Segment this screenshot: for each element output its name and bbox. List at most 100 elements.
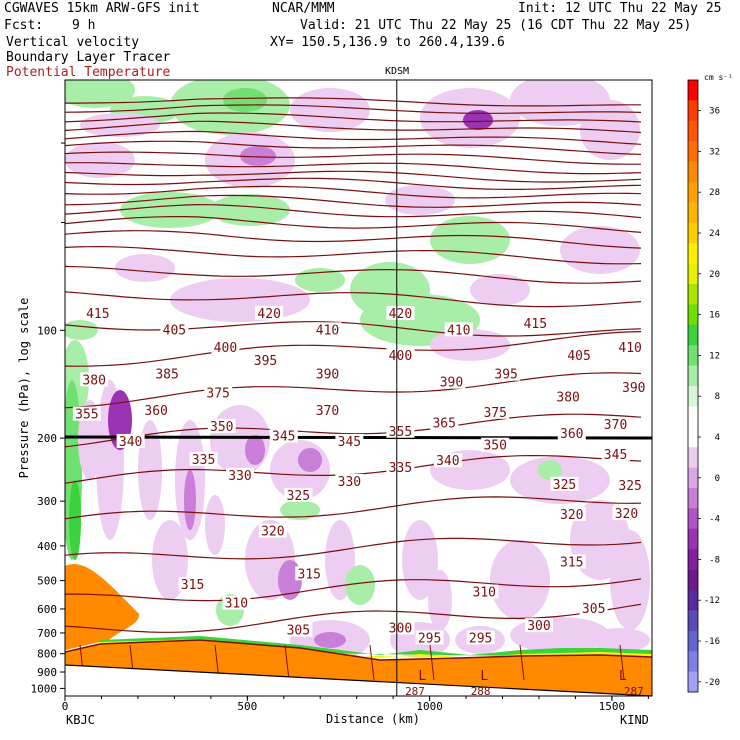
theta-contour — [65, 265, 642, 284]
colorbar-label: -12 — [704, 596, 720, 606]
theta-label-bg — [466, 630, 495, 645]
theta-label-bg — [335, 433, 364, 448]
plot-frame — [64, 79, 653, 697]
theta-label-bg — [269, 428, 298, 443]
y-tick-label: 400 — [37, 540, 57, 553]
terrain-outline — [65, 639, 652, 661]
theta-label: 350 — [210, 420, 233, 435]
surface-theta-label: 288 — [471, 685, 491, 698]
theta-label: 375 — [483, 406, 506, 421]
velocity-cell — [240, 146, 276, 166]
theta-label-bg — [386, 423, 415, 438]
theta-label-bg — [521, 315, 550, 330]
terrain-segment — [284, 644, 290, 681]
theta-label-bg — [579, 600, 608, 615]
velocity-cell — [385, 185, 455, 215]
tracer-plume-core — [65, 589, 126, 650]
theta-label: 315 — [560, 555, 583, 570]
colorbar-label: 36 — [709, 107, 720, 117]
velocity-cell — [205, 495, 225, 555]
colorbar-swatch — [688, 426, 698, 448]
colorbar-label: 32 — [709, 147, 720, 157]
velocity-cell — [245, 435, 265, 465]
theta-label-bg — [83, 305, 112, 320]
theta-label-bg — [437, 374, 466, 389]
theta-label: 320 — [261, 525, 284, 540]
colorbar-swatch — [688, 528, 698, 550]
theta-contour — [65, 177, 642, 190]
theta-contour — [65, 331, 642, 367]
theta-contour — [65, 321, 642, 337]
colorbar-label: 20 — [709, 270, 720, 280]
theta-contour — [65, 112, 642, 123]
theta-contour — [65, 104, 642, 114]
theta-label-bg — [433, 453, 462, 468]
theta-label: 415 — [524, 317, 547, 332]
theta-label-bg — [153, 366, 182, 381]
theta-label-bg — [612, 506, 641, 521]
theta-label: 315 — [181, 578, 204, 593]
theta-label: 335 — [192, 453, 215, 468]
theta-label: 310 — [225, 597, 248, 612]
theta-label-bg — [211, 339, 240, 354]
theta-label-bg — [481, 404, 510, 419]
theta-contour — [65, 203, 642, 219]
theta-label-bg — [557, 426, 586, 441]
theta-label-bg — [284, 622, 313, 637]
velocity-cell — [345, 565, 375, 605]
theta-label: 380 — [556, 390, 579, 405]
theta-contour — [65, 245, 642, 265]
theta-label: 390 — [440, 376, 463, 391]
velocity-cell — [314, 632, 346, 648]
velocity-cell — [590, 628, 650, 652]
colorbar-swatch — [688, 549, 698, 570]
theta-label: 395 — [254, 354, 277, 369]
theta-label: 390 — [316, 368, 339, 383]
theta-label-bg — [313, 366, 342, 381]
surface-theta-label: 287 — [405, 685, 425, 698]
colorbar-label: -16 — [704, 637, 720, 647]
theta-label-bg — [116, 433, 145, 448]
theta-label: 390 — [622, 381, 645, 396]
colorbar-swatch — [688, 324, 698, 346]
velocity-cell — [65, 142, 135, 178]
velocity-cell — [428, 570, 452, 630]
theta-label-bg — [601, 417, 630, 432]
theta-label: 380 — [82, 373, 105, 388]
theta-label-bg — [550, 476, 579, 491]
colorbar-swatch — [688, 406, 698, 428]
y-tick-label: 700 — [37, 627, 57, 640]
theta-label: 305 — [287, 624, 310, 639]
theta-contour — [65, 170, 642, 183]
theta-contour — [65, 413, 642, 448]
theta-label: 365 — [432, 416, 455, 431]
theta-label-bg — [226, 467, 255, 482]
theta-label-bg — [557, 507, 586, 522]
theta-label: 350 — [483, 439, 506, 454]
velocity-cell — [430, 329, 510, 361]
colorbar-swatch — [688, 80, 698, 101]
theta-label-bg — [258, 523, 287, 538]
vertical-velocity-shading — [65, 80, 650, 660]
theta-label: 410 — [316, 323, 339, 338]
theta-contour — [65, 230, 642, 249]
theta-label-bg — [524, 618, 553, 633]
x-axis-label: Distance (km) — [326, 712, 420, 726]
colorbar-swatch — [688, 569, 698, 591]
velocity-cell — [69, 480, 81, 560]
theta-contour — [65, 151, 641, 165]
colorbar-unit: cm s⁻¹ — [704, 73, 733, 82]
theta-label: 310 — [473, 586, 496, 601]
theta-label: 345 — [604, 448, 627, 463]
theta-label: 420 — [257, 307, 280, 322]
velocity-cell — [65, 80, 135, 108]
colorbar-swatch — [688, 467, 698, 489]
theta-label: 355 — [389, 425, 412, 440]
theta-label-bg — [313, 402, 342, 417]
theta-label: 410 — [618, 341, 641, 356]
terrain-segment — [619, 644, 625, 681]
y-tick-label: 1000 — [31, 682, 58, 695]
theta-contour — [65, 130, 642, 145]
colorbar-label: 24 — [709, 229, 720, 239]
